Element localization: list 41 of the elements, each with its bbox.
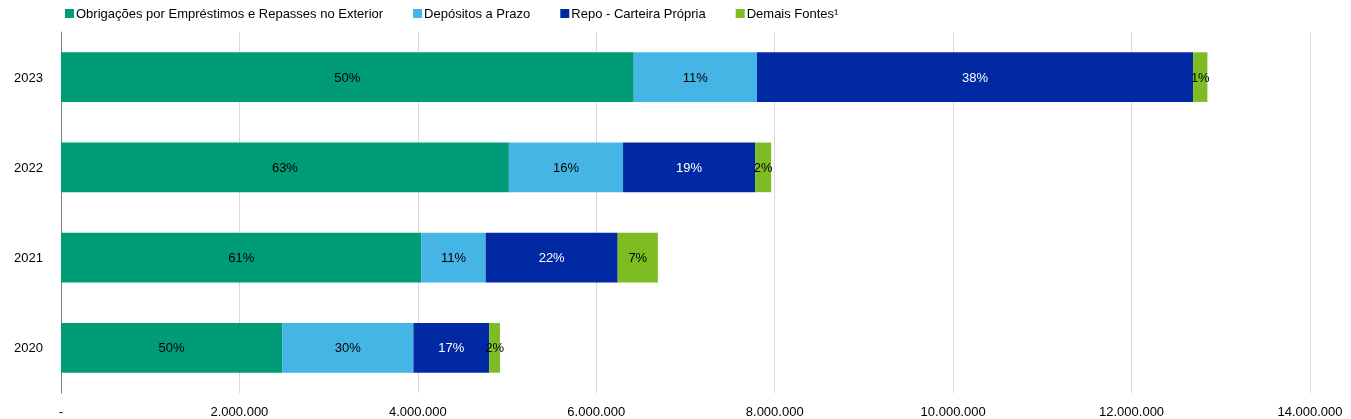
bar bbox=[421, 232, 486, 283]
x-tick-label: 8.000.000 bbox=[745, 404, 804, 419]
bar bbox=[617, 232, 658, 283]
annotation: 61% bbox=[228, 250, 255, 266]
annotation: 22% bbox=[538, 250, 566, 266]
bar bbox=[61, 323, 283, 373]
x-tick-label: 10.000.000 bbox=[920, 404, 986, 419]
annotation: 7% bbox=[628, 250, 648, 266]
legend-label: Obrigações por Empréstimos e Repasses no Exterior bbox=[76, 6, 384, 21]
annotation: 16% bbox=[552, 159, 580, 175]
annotation: 11% bbox=[441, 250, 467, 266]
x-tick-label: 14.000.000 bbox=[1277, 404, 1343, 419]
annotation: 63% bbox=[271, 159, 299, 175]
bar bbox=[61, 142, 509, 193]
y-tick-label: 2022 bbox=[14, 159, 43, 175]
x-tick-label: 4.000.000 bbox=[388, 404, 447, 419]
y-tick-label: 2021 bbox=[14, 250, 43, 266]
y-tick-label: 2023 bbox=[14, 69, 43, 85]
annotation: 50% bbox=[334, 69, 361, 85]
y-tick-label: 2020 bbox=[14, 340, 43, 356]
bar bbox=[623, 142, 756, 193]
bar bbox=[508, 142, 624, 193]
x-tick-label: 6.000.000 bbox=[567, 404, 626, 419]
x-tick-label: 2.000.000 bbox=[210, 404, 269, 419]
annotation: 11% bbox=[682, 69, 709, 85]
legend-label: Repo - Carteira Própria bbox=[571, 6, 707, 21]
annotation: 17% bbox=[438, 340, 465, 356]
annotation: 38% bbox=[961, 69, 989, 85]
legend-label: Demais Fontes¹ bbox=[746, 6, 840, 21]
annotation: 19% bbox=[676, 159, 703, 175]
bar bbox=[485, 232, 618, 283]
bar bbox=[633, 52, 757, 102]
legend-label: Depósitos a Prazo bbox=[424, 6, 531, 21]
annotation: 50% bbox=[158, 340, 186, 356]
bar bbox=[61, 232, 422, 283]
annotation: 30% bbox=[334, 340, 362, 356]
bar bbox=[756, 52, 1194, 102]
bar bbox=[61, 52, 634, 102]
x-tick-label: - bbox=[58, 404, 64, 419]
x-tick-label: 12.000.000 bbox=[1099, 404, 1165, 419]
bar bbox=[282, 323, 414, 373]
